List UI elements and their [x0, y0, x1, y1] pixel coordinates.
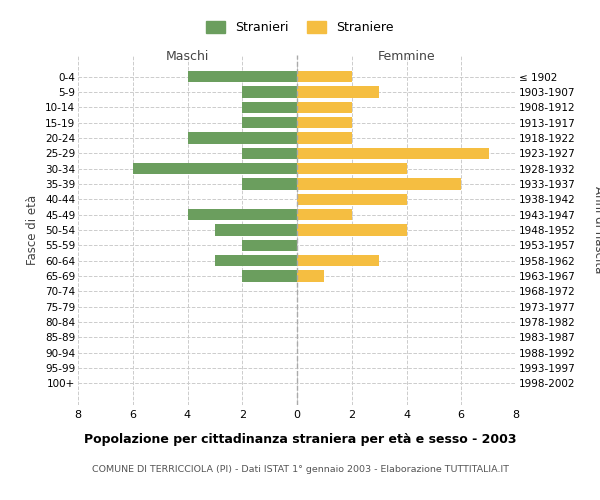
- Bar: [297, 224, 407, 236]
- Bar: [297, 102, 352, 113]
- Bar: [242, 178, 297, 190]
- Bar: [297, 178, 461, 190]
- Bar: [297, 194, 407, 205]
- Bar: [297, 270, 325, 282]
- Bar: [297, 86, 379, 98]
- Text: Femmine: Femmine: [377, 50, 436, 63]
- Bar: [242, 117, 297, 128]
- Bar: [297, 117, 352, 128]
- Text: Popolazione per cittadinanza straniera per età e sesso - 2003: Popolazione per cittadinanza straniera p…: [84, 432, 516, 446]
- Bar: [242, 102, 297, 113]
- Legend: Stranieri, Straniere: Stranieri, Straniere: [202, 16, 398, 40]
- Bar: [215, 224, 297, 236]
- Bar: [297, 163, 407, 174]
- Text: Maschi: Maschi: [166, 50, 209, 63]
- Bar: [297, 209, 352, 220]
- Bar: [297, 71, 352, 83]
- Bar: [187, 71, 297, 83]
- Y-axis label: Anni di nascita: Anni di nascita: [592, 186, 600, 274]
- Bar: [242, 148, 297, 159]
- Bar: [242, 240, 297, 251]
- Bar: [242, 270, 297, 282]
- Y-axis label: Fasce di età: Fasce di età: [26, 195, 40, 265]
- Text: COMUNE DI TERRICCIOLA (PI) - Dati ISTAT 1° gennaio 2003 - Elaborazione TUTTITALI: COMUNE DI TERRICCIOLA (PI) - Dati ISTAT …: [91, 466, 509, 474]
- Bar: [215, 255, 297, 266]
- Bar: [187, 209, 297, 220]
- Bar: [297, 132, 352, 143]
- Bar: [133, 163, 297, 174]
- Bar: [297, 148, 488, 159]
- Bar: [242, 86, 297, 98]
- Bar: [297, 255, 379, 266]
- Bar: [187, 132, 297, 143]
